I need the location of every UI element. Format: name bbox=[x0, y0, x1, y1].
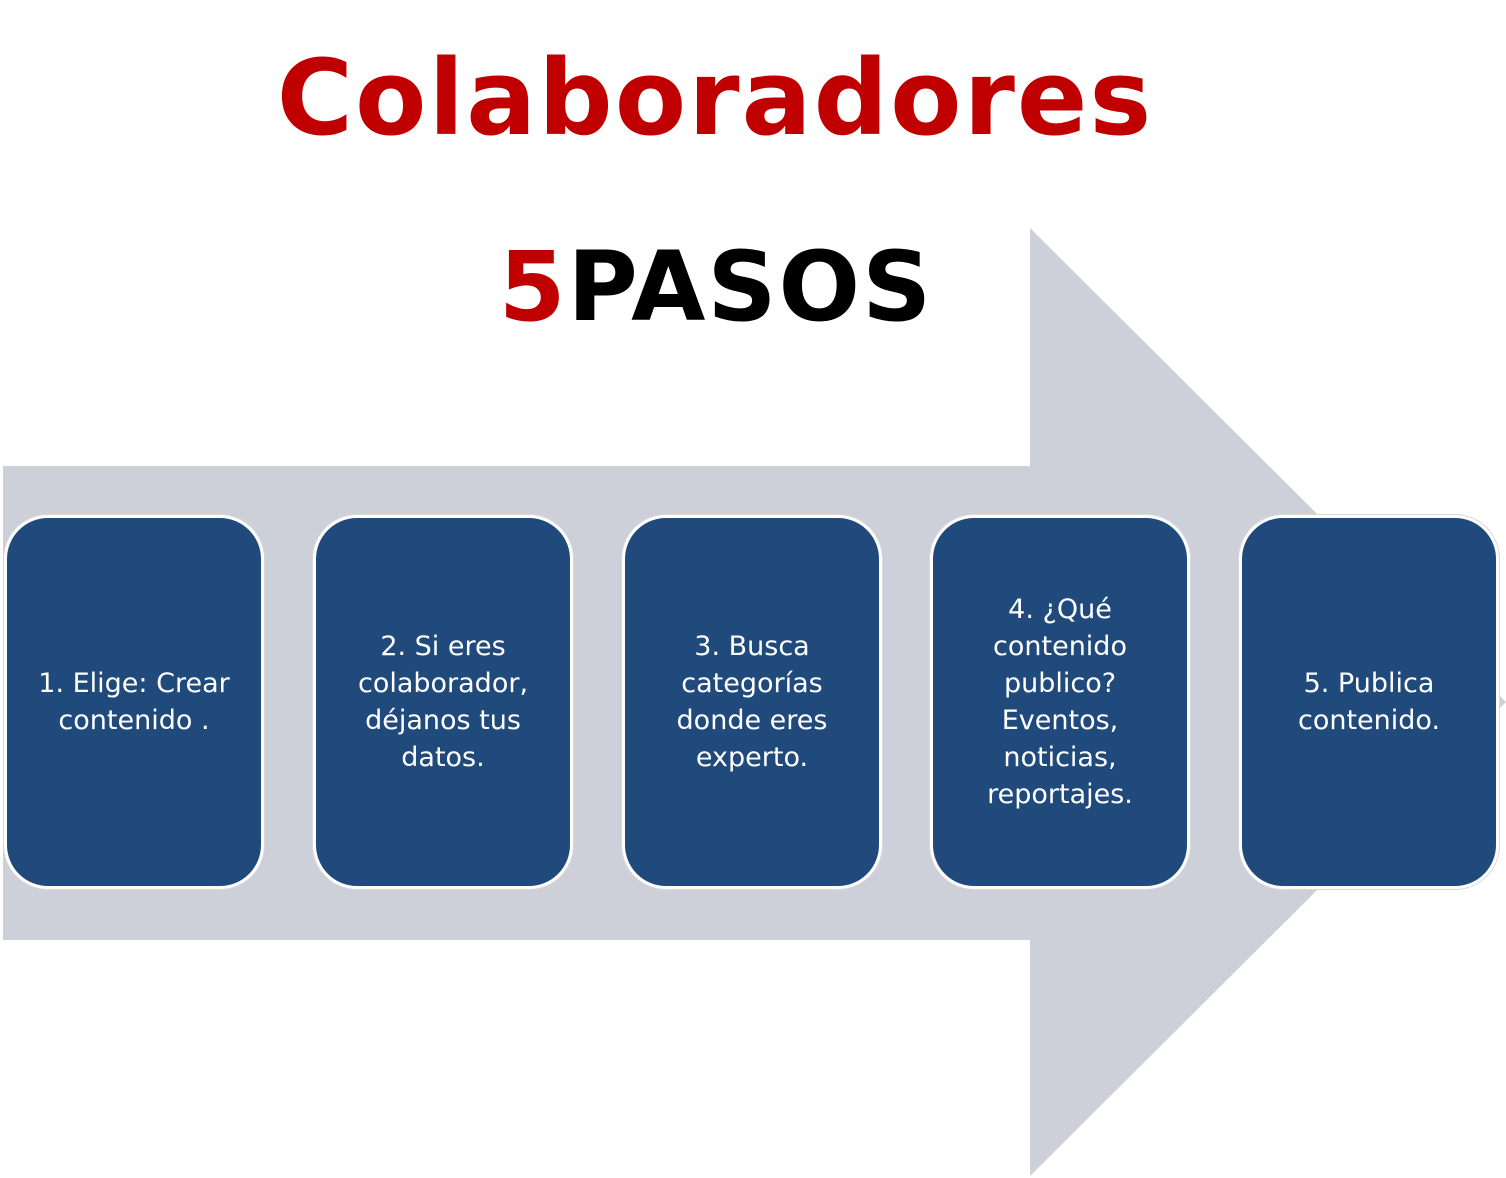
step-5-text: 5. Publica contenido. bbox=[1297, 668, 1441, 736]
step-4-text: 4. ¿Qué contenido publico? Eventos, noti… bbox=[987, 594, 1133, 810]
step-3-text: 3. Busca categorías donde eres experto. bbox=[676, 631, 828, 773]
page-title: Colaboradores bbox=[276, 37, 1154, 159]
step-3-box: 3. Busca categorías donde eres experto. bbox=[622, 515, 882, 889]
step-2-box: 2. Si eres colaborador, déjanos tus dato… bbox=[313, 515, 573, 889]
subtitle-word: PASOS bbox=[567, 231, 934, 343]
step-1-box: 1. Elige: Crear contenido . bbox=[4, 515, 264, 889]
step-2-text: 2. Si eres colaborador, déjanos tus dato… bbox=[357, 631, 529, 773]
step-5-box: 5. Publica contenido. bbox=[1239, 515, 1499, 889]
subtitle: 5PASOS bbox=[0, 232, 1432, 342]
step-1-text: 1. Elige: Crear contenido . bbox=[38, 668, 230, 736]
step-4-box: 4. ¿Qué contenido publico? Eventos, noti… bbox=[930, 515, 1190, 889]
subtitle-number: 5 bbox=[498, 231, 568, 343]
